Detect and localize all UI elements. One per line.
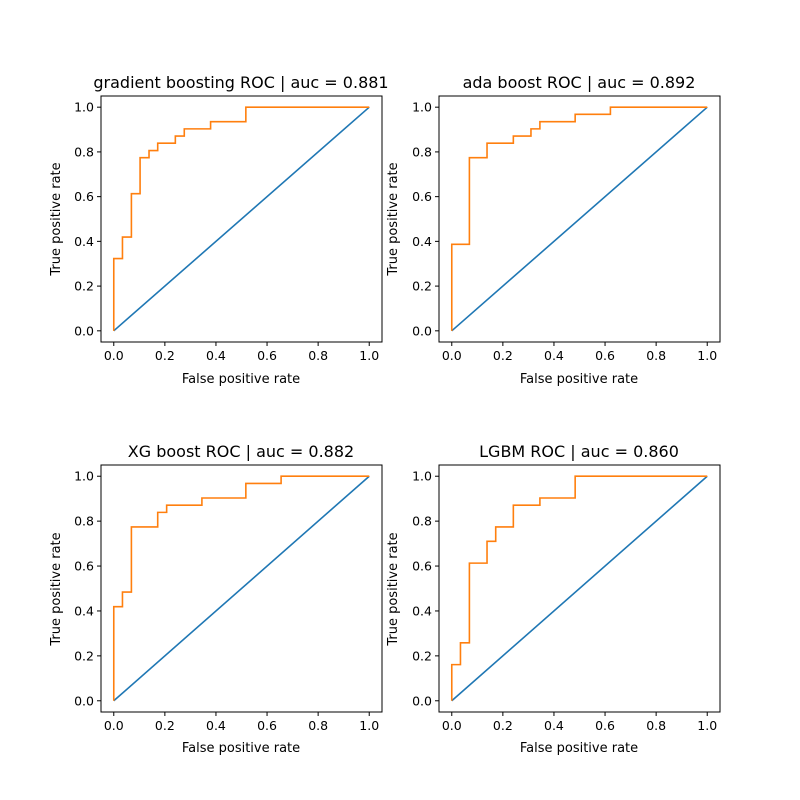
y-axis-label: True positive rate — [49, 162, 64, 276]
diagonal-line — [451, 106, 708, 332]
plot-marks: 0.0 0.2 0.4 0.6 0.8 1.0 0.0 0.2 0.4 0.6 0.8 1.0 — [412, 100, 717, 363]
x-tick-label: 0.2 — [493, 348, 513, 363]
y-tick-label: 0.6 — [412, 189, 432, 204]
y-tick-label: 1.0 — [74, 100, 94, 115]
x-tick-label: 0.2 — [155, 348, 175, 363]
plot-frame — [100, 95, 383, 343]
y-tick-label: 0.8 — [412, 514, 432, 529]
x-tick-label: 1.0 — [697, 718, 717, 733]
y-tick-label: 0.8 — [74, 514, 94, 529]
roc-curve — [450, 106, 708, 331]
x-tick-label: 0.0 — [442, 718, 462, 733]
y-tick-label: 0.2 — [412, 279, 432, 294]
panel-xg-boost: XG boost ROC | auc = 0.882 False positiv… — [49, 442, 383, 756]
panel-lgbm: LGBM ROC | auc = 0.860 False positive ra… — [386, 442, 721, 756]
y-tick-label: 0.8 — [412, 144, 432, 159]
panel-ada-boost: ada boost ROC | auc = 0.892 False positi… — [386, 73, 721, 387]
x-axis-label: False positive rate — [182, 372, 300, 387]
panel-title: XG boost ROC | auc = 0.882 — [128, 442, 354, 461]
y-axis-label: True positive rate — [49, 532, 64, 646]
x-tick-label: 0.8 — [646, 348, 666, 363]
x-tick-label: 0.0 — [104, 718, 124, 733]
plot-frame — [438, 464, 721, 713]
y-tick-label: 1.0 — [412, 469, 432, 484]
y-tick-label: 1.0 — [74, 469, 94, 484]
x-axis-label: False positive rate — [182, 741, 300, 756]
y-tick-label: 0.4 — [412, 603, 432, 618]
diagonal-line — [113, 106, 370, 332]
plot-marks: 0.0 0.2 0.4 0.6 0.8 1.0 0.0 0.2 0.4 0.6 0.8 1.0 — [74, 100, 379, 363]
panel-title: LGBM ROC | auc = 0.860 — [479, 442, 679, 461]
y-tick-label: 0.8 — [74, 144, 94, 159]
x-tick-label: 0.2 — [155, 718, 175, 733]
x-tick-label: 0.8 — [308, 348, 328, 363]
x-tick-label: 0.8 — [646, 718, 666, 733]
x-tick-label: 0.4 — [544, 348, 564, 363]
x-tick-label: 0.0 — [104, 348, 124, 363]
y-tick-label: 0.2 — [74, 648, 94, 663]
x-tick-label: 0.6 — [257, 348, 277, 363]
y-axis-label: True positive rate — [386, 162, 401, 276]
roc-curve — [112, 106, 370, 331]
x-tick-label: 0.2 — [493, 718, 513, 733]
plot-frame — [438, 95, 721, 343]
y-tick-label: 0.4 — [74, 234, 94, 249]
x-axis-label: False positive rate — [520, 372, 638, 387]
x-tick-label: 0.6 — [595, 348, 615, 363]
x-tick-label: 0.4 — [206, 718, 226, 733]
panel-gradient-boosting: gradient boosting ROC | auc = 0.881 Fals… — [49, 73, 389, 387]
x-tick-label: 1.0 — [359, 718, 379, 733]
y-tick-label: 0.6 — [74, 189, 94, 204]
roc-curve — [112, 475, 370, 701]
panel-title: gradient boosting ROC | auc = 0.881 — [93, 73, 388, 92]
x-tick-label: 1.0 — [359, 348, 379, 363]
y-tick-label: 0.0 — [412, 693, 432, 708]
y-tick-label: 0.0 — [74, 323, 94, 338]
y-tick-label: 0.4 — [74, 603, 94, 618]
plot-marks: 0.0 0.2 0.4 0.6 0.8 1.0 0.0 0.2 0.4 0.6 0.8 1.0 — [74, 469, 379, 733]
x-tick-label: 0.0 — [442, 348, 462, 363]
y-tick-label: 0.0 — [74, 693, 94, 708]
y-tick-label: 0.6 — [74, 559, 94, 574]
y-tick-label: 0.6 — [412, 559, 432, 574]
x-tick-label: 0.6 — [595, 718, 615, 733]
x-tick-label: 0.6 — [257, 718, 277, 733]
plot-frame — [100, 464, 383, 713]
x-tick-label: 0.8 — [308, 718, 328, 733]
y-tick-label: 0.0 — [412, 323, 432, 338]
roc-curve — [450, 475, 708, 701]
diagonal-line — [113, 475, 370, 702]
y-tick-label: 1.0 — [412, 100, 432, 115]
y-tick-label: 0.2 — [412, 648, 432, 663]
y-axis-label: True positive rate — [386, 532, 401, 646]
x-tick-label: 0.4 — [544, 718, 564, 733]
y-tick-label: 0.2 — [74, 279, 94, 294]
panel-title: ada boost ROC | auc = 0.892 — [463, 73, 696, 92]
diagonal-line — [451, 475, 708, 702]
plot-marks: 0.0 0.2 0.4 0.6 0.8 1.0 0.0 0.2 0.4 0.6 0.8 1.0 — [412, 469, 717, 733]
x-tick-label: 0.4 — [206, 348, 226, 363]
y-tick-label: 0.4 — [412, 234, 432, 249]
x-tick-label: 1.0 — [697, 348, 717, 363]
x-axis-label: False positive rate — [520, 741, 638, 756]
